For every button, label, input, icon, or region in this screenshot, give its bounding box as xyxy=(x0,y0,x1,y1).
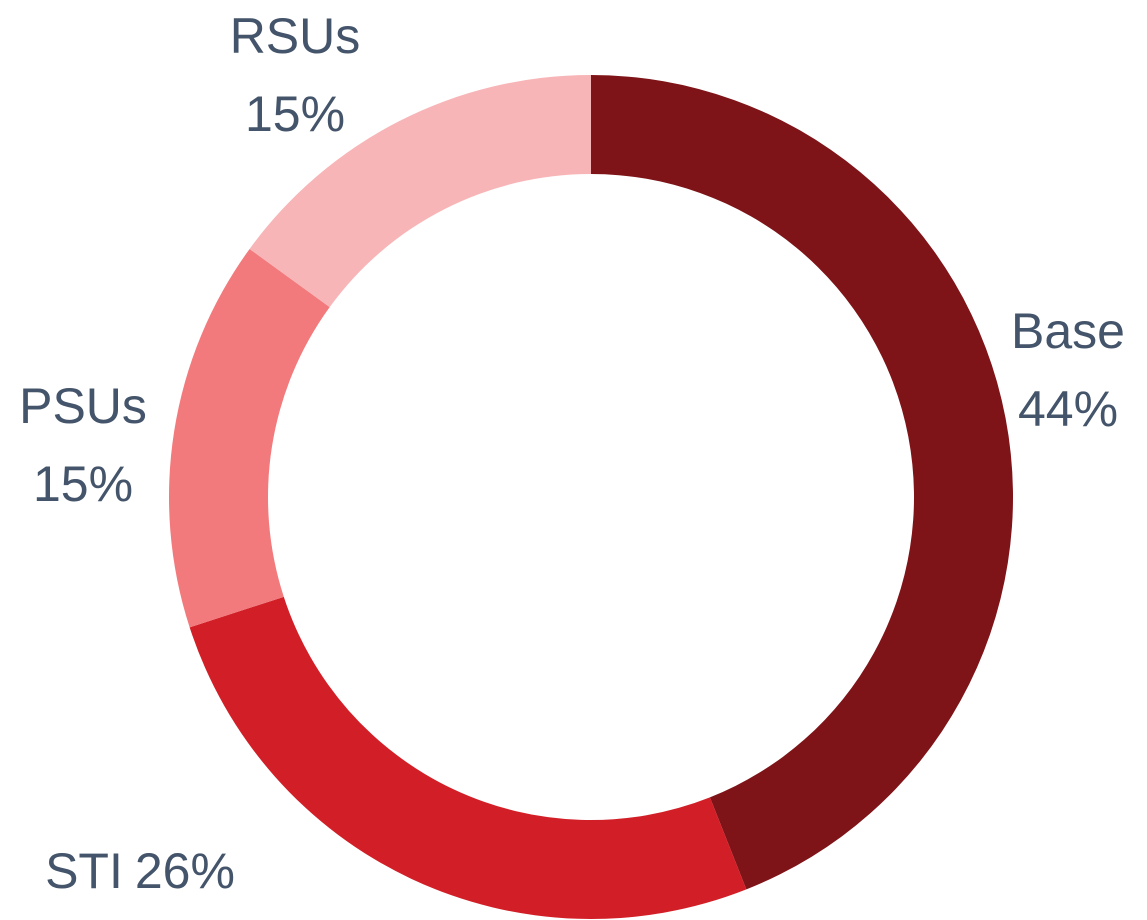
value-label: 15% xyxy=(33,456,133,512)
donut-segment xyxy=(591,75,1014,890)
donut-segment xyxy=(189,596,747,919)
category-label: STI xyxy=(45,843,123,899)
segment-label: STI 26% xyxy=(45,843,235,899)
value-label: 26% xyxy=(135,843,235,899)
segment-label: Base 44% xyxy=(1011,303,1125,437)
segment-label: PSUs 15% xyxy=(19,378,147,512)
segment-label: RSUs 15% xyxy=(230,8,361,142)
value-label: 44% xyxy=(1018,381,1118,437)
donut-segment xyxy=(249,74,591,308)
donut-segment xyxy=(169,248,330,628)
value-label: 15% xyxy=(245,86,345,142)
category-label: Base xyxy=(1011,303,1125,359)
category-label: PSUs xyxy=(19,378,147,434)
category-label: RSUs xyxy=(230,8,361,64)
